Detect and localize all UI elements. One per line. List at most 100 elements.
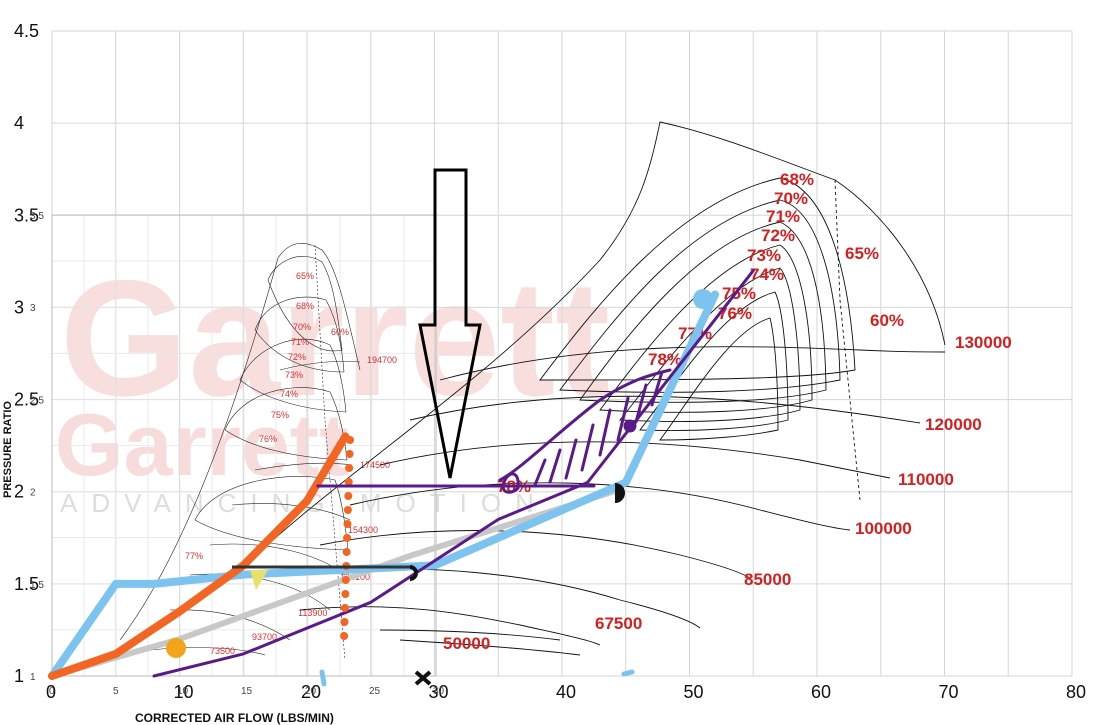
large-speed-line: [399, 639, 581, 656]
large-y-tick: 1: [14, 666, 24, 686]
orange-dot: [345, 450, 354, 458]
small-rpm-label: 154300: [348, 525, 378, 535]
large-rpm-label: 67500: [595, 614, 642, 633]
orange-dot: [340, 604, 349, 612]
large-eff-label: 71%: [766, 207, 800, 226]
purple-hatch-stroke: [564, 438, 578, 480]
orange-dot: [345, 464, 354, 472]
small-eff-label: 71%: [291, 337, 309, 347]
small-eff-label: 70%: [293, 322, 311, 332]
small-y-tick: 3.5: [30, 211, 44, 222]
orange-dot: [341, 576, 350, 584]
small-x-tick: 30: [433, 686, 445, 697]
orange-dot: [341, 590, 350, 598]
small-eff-label: 74%: [280, 389, 298, 399]
large-efficiency-island: [619, 267, 801, 422]
orange-dot: [340, 632, 349, 640]
small-eff-label: 68%: [296, 301, 314, 311]
large-speed-line: [319, 530, 751, 579]
large-rpm-label: 85000: [744, 570, 791, 589]
large-x-tick: 50: [684, 682, 704, 702]
small-rpm-label: 194700: [367, 355, 397, 365]
small-x-tick: 0: [49, 686, 55, 697]
small-y-tick: 2.5: [30, 395, 44, 406]
small-efficiency-island: [194, 476, 349, 551]
black-marker: [614, 483, 625, 503]
large-y-tick: 2: [14, 482, 24, 502]
orange-dot: [343, 520, 352, 528]
large-y-tick: 4.5: [14, 21, 39, 41]
purple-hatch-stroke: [580, 423, 595, 472]
small-efficiency-island: [254, 296, 345, 373]
orange-dot: [342, 548, 351, 556]
small-rpm-label: 174500: [360, 460, 390, 470]
cross-marker: [414, 670, 432, 686]
large-eff-label: 70%: [774, 189, 808, 208]
small-x-tick: 25: [369, 686, 381, 697]
large-x-tick: 40: [556, 682, 576, 702]
large-efficiency-island: [659, 317, 779, 441]
small-rpm-label: 93700: [252, 632, 277, 642]
small-efficiency-island: [239, 338, 347, 413]
large-efficiency-island: [579, 221, 827, 403]
small-eff-label: 77%: [185, 551, 203, 561]
large-eff-label: 76%: [718, 304, 752, 323]
grid-small: 0 5 10 15 20 25 30 1 1.5 2 2.5 3 3.5: [30, 211, 445, 697]
orange-dot: [340, 618, 349, 626]
orange-dot: [344, 492, 353, 500]
large-eff-label: 60%: [870, 311, 904, 330]
small-y-tick: 1: [30, 672, 36, 683]
small-speed-line: [279, 360, 361, 371]
large-y-tick: 2.5: [14, 390, 39, 410]
purple-dot: [623, 419, 637, 433]
small-y-tick: 2: [30, 488, 36, 499]
purple-hatch-stroke: [650, 370, 664, 407]
small-x-tick: 5: [113, 686, 119, 697]
small-eff-label: 76%: [259, 434, 277, 444]
large-x-tick: 20: [301, 682, 321, 702]
large-x-tick: 70: [939, 682, 959, 702]
purple-hatch-region: [316, 368, 672, 494]
large-rpm-label: 110000: [898, 470, 954, 489]
large-eff-label: 78%: [648, 350, 682, 369]
overlay-line-orange: [48, 432, 350, 680]
large-y-tick: 3.5: [14, 205, 39, 225]
large-speed-line: [379, 629, 561, 641]
purple-hatch-stroke: [598, 408, 612, 457]
large-speed-line: [439, 346, 946, 381]
large-y-tick: 4: [14, 113, 24, 133]
large-rpm-label: 100000: [855, 519, 912, 538]
orange-dot: [343, 534, 352, 542]
overlay-lines: [48, 269, 755, 680]
purple-hatch-stroke: [616, 396, 630, 442]
small-efficiency-island: [224, 387, 348, 461]
small-rpm-label: 113900: [298, 608, 327, 618]
small-speed-line: [254, 462, 353, 471]
purple-hatch-outline: [501, 472, 520, 494]
large-eff-label: 72%: [761, 226, 795, 245]
large-choke-line: [834, 179, 861, 501]
small-x-tick: 15: [241, 686, 253, 697]
large-speed-line: [299, 606, 601, 646]
large-eff-label: 65%: [845, 244, 879, 263]
map-markers: [166, 289, 713, 687]
large-eff-label: 73%: [747, 246, 781, 265]
orange-dot: [346, 436, 354, 444]
large-eff-label: 68%: [780, 170, 814, 189]
large-surge-line: [229, 121, 946, 581]
large-speed-line: [349, 482, 851, 531]
purple-hatch-outline: [498, 368, 672, 482]
yellow-marker: [250, 570, 268, 590]
large-efficiency-island: [599, 244, 813, 413]
small-eff-label: 73%: [285, 370, 303, 380]
large-x-tick: 30: [429, 682, 449, 702]
large-rpm-label: 130000: [955, 333, 1012, 352]
orange-dot: [344, 478, 353, 486]
large-rpm-label: 120000: [925, 415, 982, 434]
small-surge-line: [119, 243, 361, 641]
small-eff-label: 72%: [288, 352, 306, 362]
large-speed-line: [409, 395, 921, 424]
watermark-brand-small: Garrett: [55, 395, 348, 494]
overlay-line-light-blue: [48, 290, 719, 680]
